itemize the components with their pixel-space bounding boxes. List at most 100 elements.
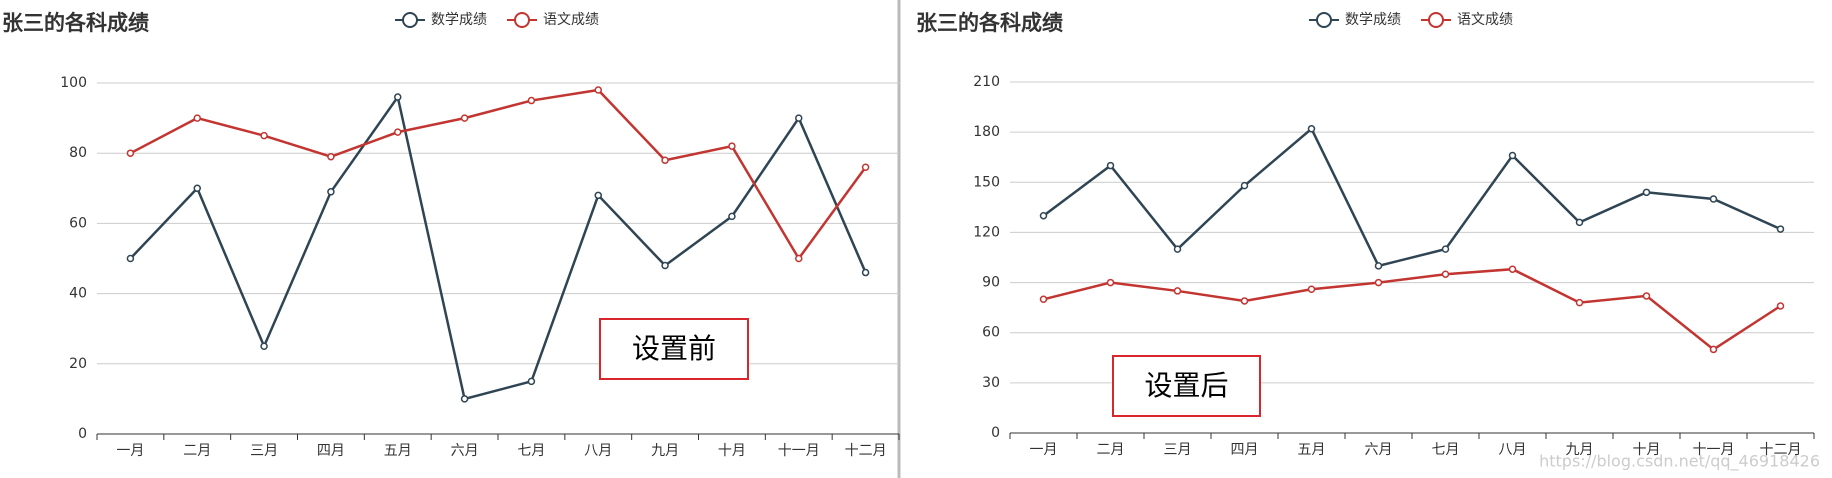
point (861, 163, 870, 171)
point (193, 184, 201, 193)
y-tick-label: 100 (60, 75, 87, 91)
legend-marker (514, 12, 530, 28)
series-line (129, 94, 867, 401)
x-tick-label: 五月 (1298, 442, 1326, 458)
point (193, 114, 201, 122)
point (126, 254, 135, 263)
y-tick-label: 20 (69, 356, 87, 372)
point (1776, 225, 1785, 233)
point (126, 149, 135, 157)
y-tick-label: 60 (69, 215, 87, 231)
point (1642, 188, 1651, 197)
x-tick-label: 九月 (1566, 442, 1594, 458)
y-tick-label: 80 (69, 145, 87, 161)
point (661, 261, 669, 270)
x-tick-label: 二月 (1097, 442, 1125, 458)
legend-marker (1316, 12, 1332, 28)
y-tick-label: 0 (78, 426, 87, 442)
point (460, 114, 469, 122)
point (1508, 151, 1517, 160)
point (1039, 211, 1048, 220)
x-tick-label: 十月 (718, 443, 746, 459)
point (1642, 292, 1651, 300)
point (1374, 278, 1383, 287)
point (728, 142, 736, 150)
watermark: https://blog.csdn.net/qq_46918426 (1539, 452, 1820, 472)
x-tick-label: 八月 (1499, 442, 1527, 458)
y-tick-label: 60 (982, 325, 1000, 341)
point (1709, 195, 1718, 203)
chart-title: 张三的各科成绩 (2, 11, 149, 35)
point (527, 96, 536, 105)
x-tick-label: 九月 (651, 443, 679, 459)
legend-marker (402, 12, 418, 28)
point (728, 212, 736, 221)
x-tick-label: 三月 (250, 443, 278, 459)
point (1776, 302, 1785, 310)
x-tick-label: 八月 (584, 443, 612, 459)
point (594, 86, 602, 94)
point (527, 377, 536, 386)
annotation-box (1112, 355, 1261, 417)
x-tick-label: 十二月 (1760, 442, 1802, 458)
legend-marker (1428, 12, 1444, 28)
y-tick-label: 180 (973, 124, 1000, 140)
x-tick-label: 二月 (183, 443, 211, 459)
point (327, 188, 335, 196)
annotation: 设置前 (632, 332, 716, 365)
point (1240, 297, 1249, 305)
y-tick-label: 0 (991, 425, 1000, 441)
x-tick-label: 六月 (1365, 442, 1393, 458)
point (661, 156, 669, 164)
point (795, 254, 803, 263)
point (1307, 125, 1316, 133)
point (1173, 287, 1182, 295)
point (594, 191, 602, 200)
x-tick-label: 十二月 (845, 443, 887, 459)
x-tick-label: 一月 (1030, 442, 1058, 458)
x-tick-label: 五月 (384, 443, 412, 459)
x-tick-label: 三月 (1164, 442, 1192, 458)
point (1508, 265, 1517, 273)
point (1106, 161, 1115, 170)
series-line (129, 88, 867, 261)
annotation-box (599, 318, 749, 380)
point (260, 342, 268, 350)
point (1575, 298, 1584, 307)
point (1240, 181, 1249, 190)
y-tick-label: 150 (973, 174, 1000, 190)
point (1307, 285, 1316, 294)
point (260, 131, 268, 140)
point (394, 93, 402, 101)
point (1039, 295, 1048, 304)
point (861, 268, 870, 277)
x-tick-label: 一月 (116, 443, 144, 459)
legend-label: 语文成绩 (543, 12, 599, 28)
y-tick-label: 120 (973, 224, 1000, 240)
series-line (1043, 267, 1782, 351)
point (1374, 262, 1383, 270)
point (1173, 245, 1182, 253)
y-tick-label: 30 (982, 375, 1000, 391)
legend-label: 数学成绩 (431, 12, 487, 28)
x-tick-label: 十月 (1633, 442, 1661, 458)
y-tick-label: 210 (973, 74, 1000, 90)
x-tick-label: 四月 (317, 443, 345, 459)
point (795, 114, 803, 122)
point (1709, 345, 1718, 354)
legend-label: 数学成绩 (1345, 12, 1401, 28)
point (460, 395, 469, 403)
legend-label: 语文成绩 (1457, 12, 1513, 28)
point (327, 152, 335, 161)
x-tick-label: 十一月 (778, 443, 820, 459)
x-tick-label: 十一月 (1693, 442, 1735, 458)
annotation: 设置后 (1144, 369, 1228, 402)
y-tick-label: 90 (982, 275, 1000, 291)
x-tick-label: 七月 (517, 443, 545, 459)
x-tick-label: 四月 (1231, 442, 1259, 458)
point (394, 128, 402, 136)
y-tick-label: 40 (69, 286, 87, 302)
chart-title: 张三的各科成绩 (916, 11, 1063, 35)
point (1106, 278, 1115, 287)
